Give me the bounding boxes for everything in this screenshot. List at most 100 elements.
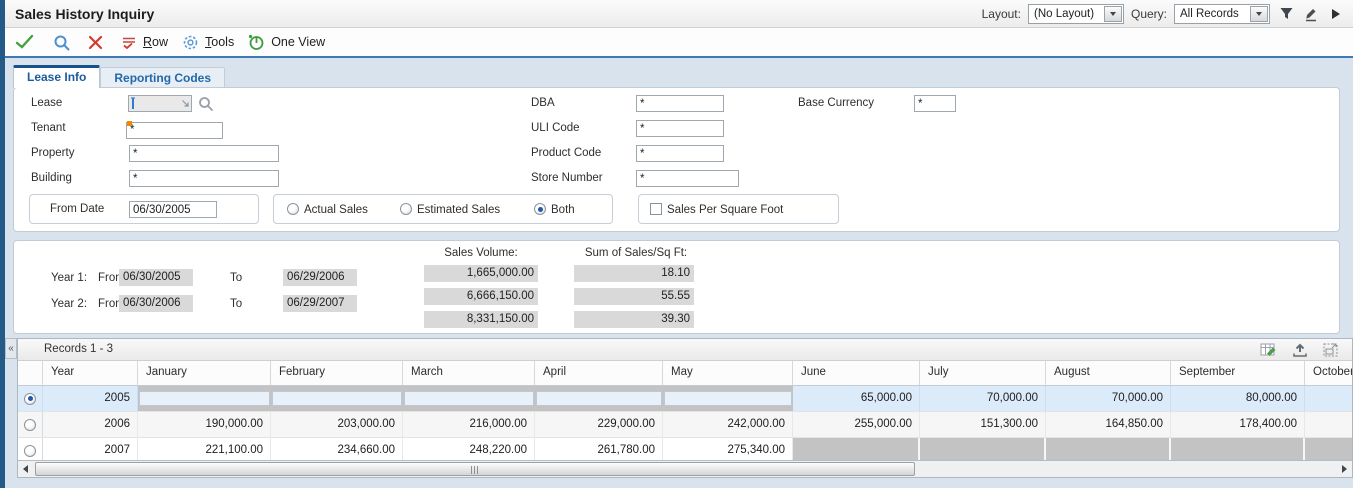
property-input[interactable]: [129, 145, 279, 162]
grid-cell[interactable]: 178,400.00: [1171, 412, 1305, 437]
column-header-may[interactable]: May: [663, 361, 793, 385]
row-selector-cell[interactable]: [18, 412, 43, 437]
grid-cell-disabled: [920, 438, 1046, 463]
sum-sales-sqft-header: Sum of Sales/Sq Ft:: [584, 247, 688, 259]
grid-cell[interactable]: [1305, 386, 1352, 411]
query-select[interactable]: All Records: [1174, 3, 1270, 24]
from-date-input[interactable]: [129, 201, 217, 218]
grid-cell-disabled: [138, 386, 271, 411]
visual-assist-search-icon[interactable]: [198, 96, 214, 112]
grid-cell[interactable]: 151,300.00: [920, 412, 1046, 437]
column-header-october[interactable]: October: [1305, 361, 1352, 385]
dba-input[interactable]: [636, 95, 724, 112]
query-dropdown-button[interactable]: [1250, 5, 1268, 22]
tab-bar: Lease Info Reporting Codes: [13, 65, 226, 88]
product-code-input[interactable]: [636, 145, 724, 162]
column-header-september[interactable]: September: [1171, 361, 1305, 385]
product-code-label: Product Code: [531, 147, 602, 159]
h-scrollbar-thumb[interactable]: [35, 462, 915, 476]
column-header-july[interactable]: July: [920, 361, 1046, 385]
sum-sqft-year2: 55.55: [574, 288, 694, 305]
scroll-right-button[interactable]: [1337, 461, 1352, 477]
grid-cell[interactable]: 216,000.00: [403, 412, 535, 437]
expand-grid-button[interactable]: [1320, 341, 1342, 358]
layout-selected-value: (No Layout): [1033, 7, 1095, 20]
column-header-august[interactable]: August: [1046, 361, 1171, 385]
row-menu-button[interactable]: Row: [121, 35, 168, 50]
actual-sales-radio[interactable]: [287, 203, 299, 215]
window-edge-strip: [0, 0, 5, 488]
customize-grid-button[interactable]: [1258, 341, 1280, 358]
grid-cell-year[interactable]: 2005: [43, 386, 138, 411]
year-summary-panel: Sales Volume: Sum of Sales/Sq Ft: Year 1…: [13, 240, 1340, 334]
grid-cell[interactable]: 221,100.00: [138, 438, 271, 463]
grid-cell[interactable]: 234,660.00: [271, 438, 403, 463]
column-header-march[interactable]: March: [403, 361, 535, 385]
grid-cell[interactable]: 229,000.00: [535, 412, 663, 437]
tab-reporting-codes[interactable]: Reporting Codes: [100, 67, 226, 88]
filter-button[interactable]: [1277, 4, 1295, 24]
grid-cell[interactable]: 242,000.00: [663, 412, 793, 437]
find-button[interactable]: [53, 34, 70, 51]
year2-from-label: From: [98, 298, 125, 310]
sales-per-sq-foot-group: Sales Per Square Foot: [638, 194, 839, 224]
grid-cell[interactable]: 70,000.00: [920, 386, 1046, 411]
column-header-june[interactable]: June: [793, 361, 920, 385]
building-input[interactable]: [129, 170, 279, 187]
grid-cell[interactable]: 190,000.00: [138, 412, 271, 437]
collapse-form-button[interactable]: «: [5, 338, 17, 359]
empty-protected-field: [536, 391, 662, 406]
grid-cell[interactable]: 164,850.00: [1046, 412, 1171, 437]
scroll-left-button[interactable]: [18, 461, 33, 477]
run-query-button[interactable]: [1327, 4, 1345, 24]
row-menu-icon: [123, 37, 135, 49]
export-grid-button[interactable]: [1289, 341, 1311, 358]
one-view-chart-icon: [249, 34, 264, 50]
tab-lease-info[interactable]: Lease Info: [13, 65, 101, 88]
grid-cell[interactable]: 70,000.00: [1046, 386, 1171, 411]
row-selector-cell[interactable]: [18, 438, 43, 463]
ok-button[interactable]: [15, 34, 35, 50]
grid-cell[interactable]: 65,000.00: [793, 386, 920, 411]
page-title: Sales History Inquiry: [15, 6, 155, 22]
row-selector-cell[interactable]: [18, 386, 43, 411]
row-radio[interactable]: [24, 418, 36, 431]
column-header-april[interactable]: April: [535, 361, 663, 385]
grid-cell[interactable]: 80,000.00: [1171, 386, 1305, 411]
tenant-input[interactable]: [126, 121, 223, 139]
store-number-input[interactable]: [636, 170, 739, 187]
empty-protected-field: [272, 391, 402, 406]
column-header-february[interactable]: February: [271, 361, 403, 385]
records-count-label: Records 1 - 3: [44, 343, 114, 355]
column-header-january[interactable]: January: [138, 361, 271, 385]
row-radio-selected[interactable]: [24, 392, 36, 405]
row-radio[interactable]: [24, 444, 36, 457]
close-button[interactable]: [88, 35, 103, 50]
tools-menu-button[interactable]: Tools: [182, 34, 234, 51]
grid-cell[interactable]: [1305, 412, 1352, 437]
uli-code-input[interactable]: [636, 120, 724, 137]
flyout-arrow-icon: [182, 100, 189, 107]
grid-cell[interactable]: 255,000.00: [793, 412, 920, 437]
base-currency-input[interactable]: [914, 95, 956, 112]
estimated-sales-radio[interactable]: [400, 203, 412, 215]
grid-cell[interactable]: 248,220.00: [403, 438, 535, 463]
sales-volume-year1: 1,665,000.00: [424, 265, 538, 282]
lease-input[interactable]: [128, 95, 192, 112]
grid-cell[interactable]: 203,000.00: [271, 412, 403, 437]
year1-to-label: To: [230, 272, 243, 284]
one-view-menu-button[interactable]: One View: [248, 34, 325, 51]
sales-per-sq-foot-checkbox[interactable]: [650, 203, 662, 215]
sales-type-group: Actual Sales Estimated Sales Both: [273, 194, 613, 224]
layout-select[interactable]: (No Layout): [1027, 3, 1124, 24]
horizontal-scrollbar[interactable]: [18, 460, 1352, 477]
grid-cell[interactable]: 275,340.00: [663, 438, 793, 463]
edit-query-button[interactable]: [1302, 4, 1320, 24]
column-header-year[interactable]: Year: [43, 361, 138, 385]
grid-cell[interactable]: 261,780.00: [535, 438, 663, 463]
grid-cell-year[interactable]: 2006: [43, 412, 138, 437]
both-radio[interactable]: [534, 203, 546, 215]
layout-dropdown-button[interactable]: [1103, 5, 1122, 22]
grid-cell-year[interactable]: 2007: [43, 438, 138, 463]
